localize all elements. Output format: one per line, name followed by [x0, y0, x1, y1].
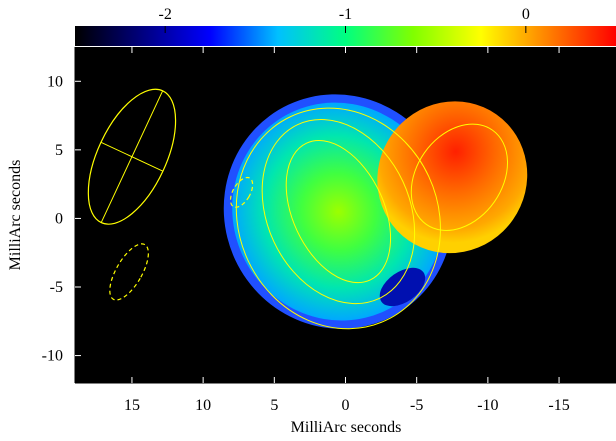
colorbar-tick-label: 0	[522, 6, 530, 23]
beam-3-ellipse	[109, 243, 149, 301]
colorbar-tick-label: -2	[159, 6, 172, 23]
x-tick-label: 5	[270, 397, 278, 414]
contour-component-east	[235, 107, 441, 330]
beam-1-minor-axis	[100, 141, 164, 172]
x-tick-label: -5	[410, 397, 423, 414]
x-ticks: 15 10 5 0 -5 -10 -15	[124, 47, 570, 414]
x-tick-label: 0	[342, 397, 350, 414]
colorbar: -2 -1 0	[75, 6, 616, 46]
plot-area: 15 10 5 0 -5 -10 -15 10 5 0 -5 -10	[42, 47, 616, 414]
image-region-component	[377, 101, 528, 254]
beam-2-ellipse	[229, 176, 254, 208]
image-region-edge-blue	[379, 267, 426, 307]
y-axis-label: MilliArc seconds	[7, 160, 24, 271]
x-axis-label: MilliArc seconds	[291, 419, 402, 436]
beam-3	[109, 243, 149, 301]
y-tick-label: -5	[50, 279, 63, 296]
y-tick-label: 5	[55, 142, 63, 159]
colorbar-strip	[75, 26, 616, 46]
x-tick-label: -10	[477, 397, 498, 414]
x-tick-label: -15	[548, 397, 569, 414]
x-tick-label: 15	[124, 397, 140, 414]
contour-component-east	[261, 119, 416, 305]
colorbar-ticks: -2 -1 0	[159, 6, 530, 33]
y-tick-label: 10	[47, 73, 63, 90]
spectral-index-image	[223, 94, 528, 329]
beam-2	[229, 176, 254, 208]
beam-layer	[87, 88, 254, 301]
y-tick-label: -10	[42, 348, 63, 365]
contour-layer	[235, 107, 509, 330]
y-ticks: 10 5 0 -5 -10	[42, 73, 81, 365]
beam-1	[87, 88, 177, 225]
y-tick-label: 0	[55, 210, 63, 227]
contour-component-west	[410, 123, 509, 231]
contour-component-east	[285, 140, 392, 284]
colorbar-tick-label: -1	[339, 6, 352, 23]
x-tick-label: 10	[195, 397, 211, 414]
